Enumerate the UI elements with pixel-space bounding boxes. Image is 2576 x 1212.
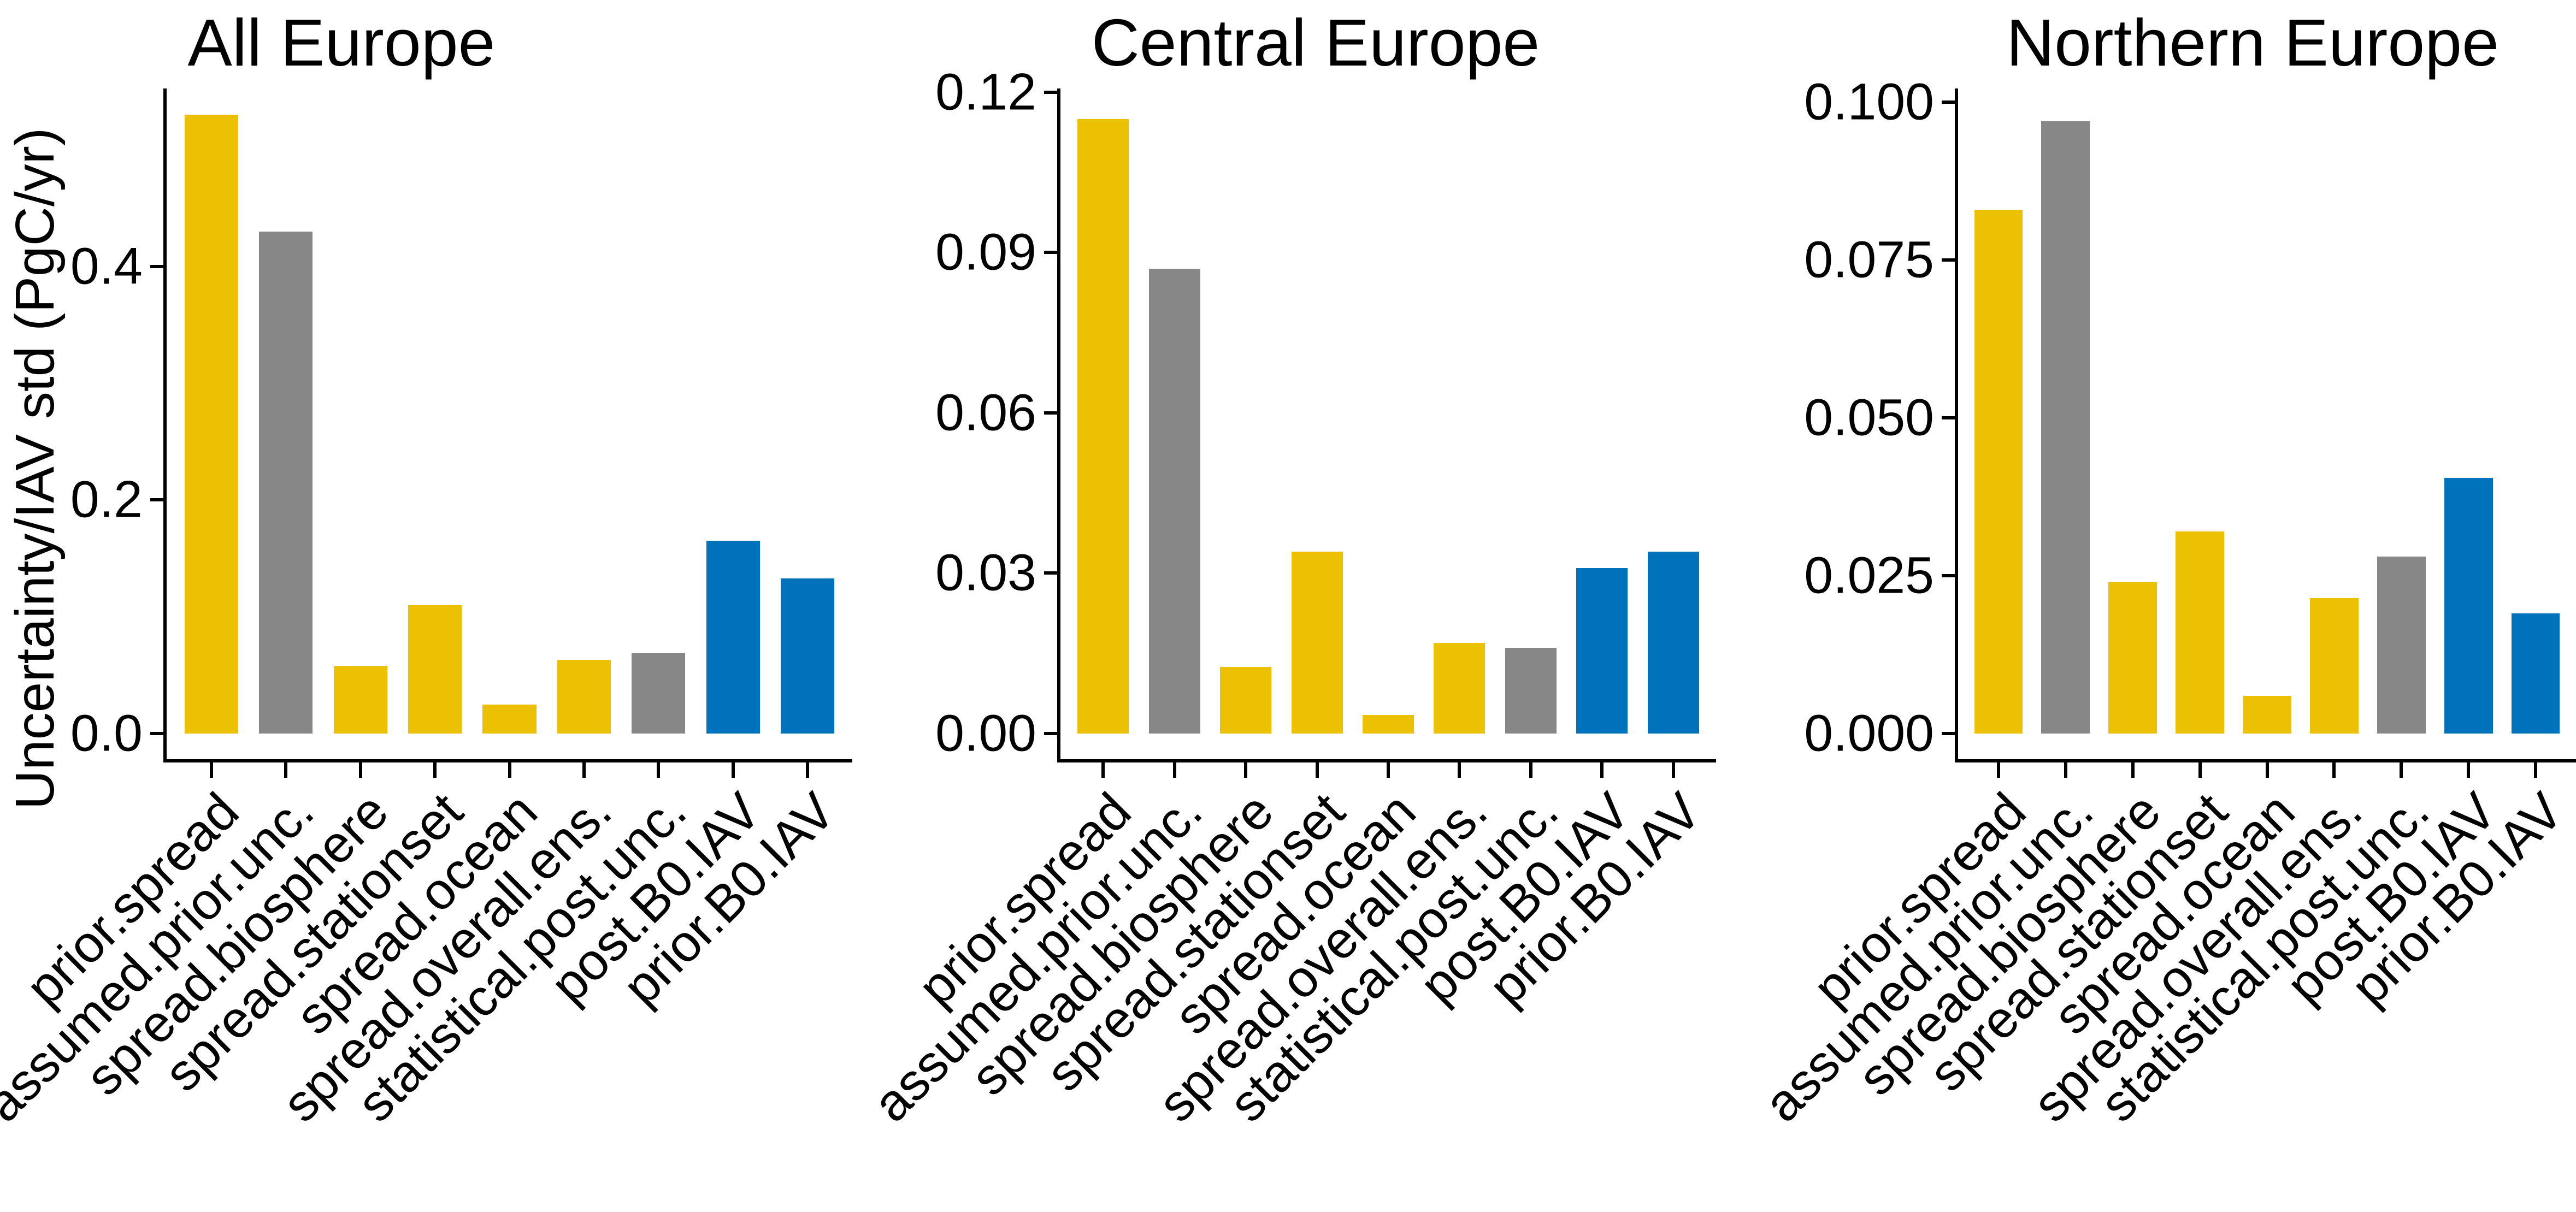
- x-tick: [1671, 762, 1675, 778]
- bar: [2176, 531, 2224, 734]
- x-tick: [657, 762, 661, 778]
- y-tick: [1942, 574, 1955, 578]
- bar: [2511, 613, 2560, 734]
- plot-area-all-europe: 0.0 0.2 0.4 prior.spread assumed.prior.unc. s…: [0, 88, 852, 1133]
- y-tick: [150, 732, 163, 735]
- x-tick: [2534, 762, 2538, 778]
- plot-area-northern-europe: 0.000 0.025 0.050 0.075 0.100 prior.spread ass…: [1753, 76, 2576, 1133]
- y-tick-label: 0.000: [1804, 704, 1934, 762]
- bar: [1363, 714, 1414, 734]
- y-tick-label: 0.00: [935, 704, 1036, 762]
- x-tick: [2467, 762, 2471, 778]
- y-axis-line: [163, 88, 167, 762]
- y-tick: [1942, 732, 1955, 735]
- bar: [1291, 552, 1343, 734]
- bar: [408, 605, 462, 734]
- y-tick-label: 0.025: [1804, 546, 1934, 605]
- x-tick: [2400, 762, 2403, 778]
- x-tick: [1101, 762, 1105, 778]
- bar: [1220, 666, 1272, 734]
- y-tick: [1942, 258, 1955, 262]
- y-tick-label: 0.0: [70, 704, 143, 762]
- x-tick: [209, 762, 213, 778]
- x-tick: [433, 762, 437, 778]
- bar: [1505, 648, 1557, 734]
- y-tick-label: 0.100: [1804, 73, 1934, 131]
- panel-title-all-europe: All Europe: [187, 5, 496, 80]
- x-tick: [806, 762, 810, 778]
- y-tick: [150, 264, 163, 268]
- bar: [259, 231, 313, 734]
- y-tick-label: 0.09: [935, 223, 1036, 281]
- y-axis-line: [1057, 88, 1060, 762]
- y-tick-label: 0.06: [935, 383, 1036, 442]
- x-tick: [1458, 762, 1461, 778]
- x-tick: [731, 762, 735, 778]
- y-tick-label: 0.050: [1804, 388, 1934, 447]
- bar: [1647, 552, 1699, 734]
- x-tick: [1529, 762, 1532, 778]
- bar: [781, 578, 835, 734]
- bar: [632, 653, 686, 734]
- x-tick: [1600, 762, 1604, 778]
- bar: [1434, 642, 1486, 734]
- x-tick: [2131, 762, 2135, 778]
- y-tick-label: 0.075: [1804, 230, 1934, 289]
- y-tick-label: 0.2: [70, 470, 143, 529]
- bar: [482, 704, 537, 734]
- y-axis-title: Uncertainty/IAV std (PgC/yr): [4, 127, 66, 810]
- x-tick: [2265, 762, 2269, 778]
- bar: [2243, 695, 2291, 734]
- plot-area-central-europe: 0.00 0.03 0.06 0.09 0.12 prior.spread assumed.…: [862, 66, 1716, 1133]
- y-tick-label: 0.03: [935, 543, 1036, 602]
- bar: [557, 660, 611, 734]
- x-tick: [1387, 762, 1390, 778]
- x-axis-line: [163, 759, 852, 762]
- x-tick: [2064, 762, 2067, 778]
- y-tick: [1044, 251, 1057, 255]
- y-tick: [1942, 416, 1955, 420]
- x-tick: [358, 762, 362, 778]
- bar: [2377, 557, 2426, 734]
- y-tick-label: 0.4: [70, 237, 143, 295]
- x-axis-line: [1955, 759, 2576, 762]
- y-tick: [150, 498, 163, 502]
- x-tick: [284, 762, 288, 778]
- y-axis-line: [1955, 88, 1958, 762]
- panel-title-northern-europe: Northern Europe: [2006, 5, 2499, 80]
- bar: [2041, 121, 2090, 734]
- bar: [1576, 567, 1628, 734]
- x-tick: [1244, 762, 1248, 778]
- x-tick: [1315, 762, 1319, 778]
- y-tick: [1044, 90, 1057, 94]
- y-tick: [1044, 571, 1057, 575]
- x-tick: [582, 762, 586, 778]
- bar: [333, 666, 387, 734]
- bar: [184, 115, 238, 734]
- bar: [2310, 598, 2359, 734]
- bar: [706, 541, 760, 734]
- y-tick: [1942, 100, 1955, 104]
- bar: [1974, 209, 2023, 734]
- x-tick: [2198, 762, 2202, 778]
- x-axis-line: [1057, 759, 1716, 762]
- panel-title-central-europe: Central Europe: [1091, 5, 1540, 80]
- y-tick-label: 0.12: [935, 63, 1036, 121]
- x-tick: [508, 762, 511, 778]
- y-tick: [1044, 411, 1057, 415]
- y-tick: [1044, 732, 1057, 735]
- bar: [1077, 119, 1129, 734]
- bar: [2444, 478, 2493, 734]
- x-tick: [1172, 762, 1176, 778]
- bar: [1148, 268, 1200, 734]
- bar: [2108, 582, 2157, 734]
- x-tick: [2332, 762, 2336, 778]
- x-tick: [1996, 762, 2000, 778]
